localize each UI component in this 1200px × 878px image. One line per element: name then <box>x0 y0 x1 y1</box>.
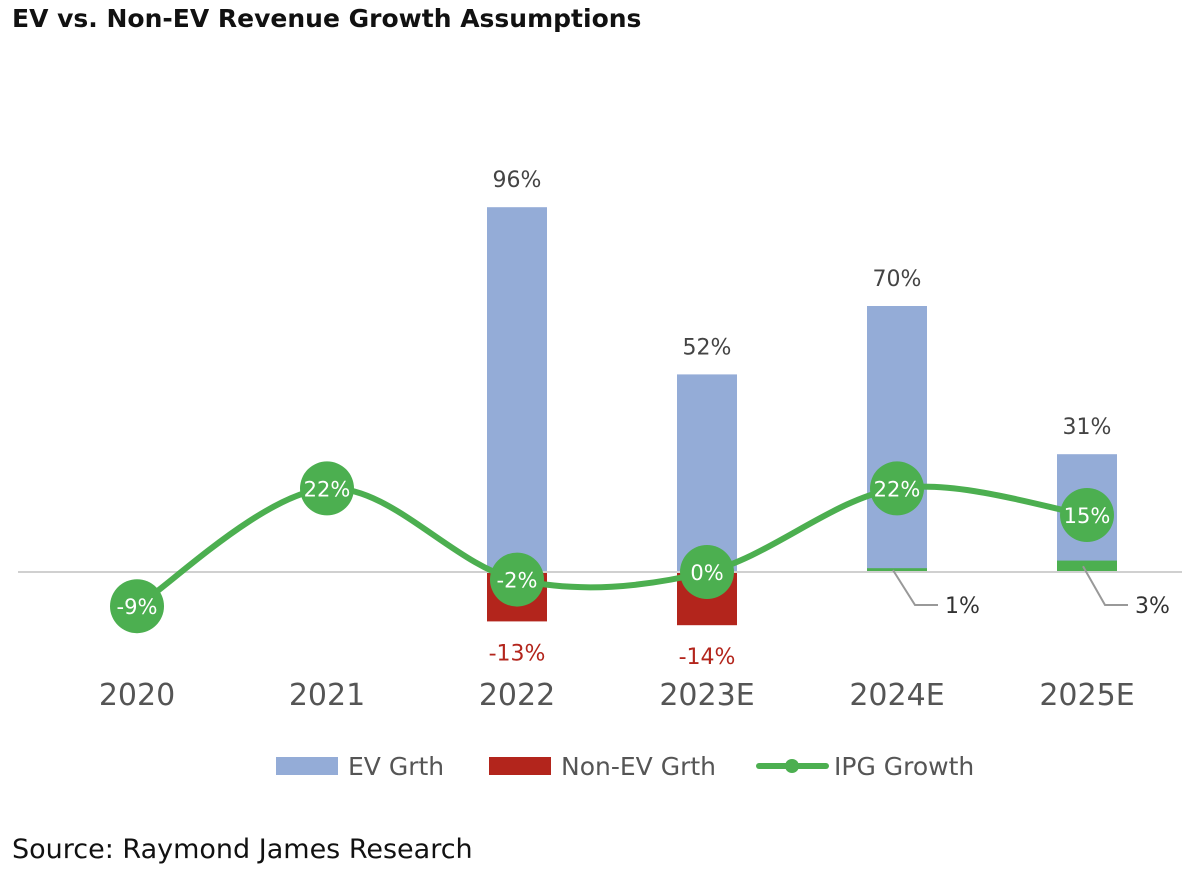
ipg-growth-label: 15% <box>1064 504 1111 528</box>
ev-growth-bar <box>677 374 737 572</box>
x-tick-label: 2025E <box>1039 678 1134 713</box>
x-tick-label: 2021 <box>289 678 365 713</box>
ipg-growth-label: 22% <box>874 477 921 501</box>
legend-label-ev: EV Grth <box>348 752 444 781</box>
ipg-growth-marker <box>680 545 734 599</box>
legend-label-non-ev: Non-EV Grth <box>561 752 716 781</box>
ev-growth-label: 52% <box>683 335 732 360</box>
callout-leader-line <box>892 569 938 606</box>
chart-title: EV vs. Non-EV Revenue Growth Assumptions <box>12 4 642 33</box>
ipg-growth-marker <box>490 552 544 607</box>
ev-growth-label: 31% <box>1063 415 1112 440</box>
legend-label-ipg: IPG Growth <box>834 752 974 781</box>
ev-growth-bar <box>867 306 927 572</box>
ipg-growth-label: -9% <box>117 595 158 619</box>
non-ev-growth-label: -13% <box>489 641 546 666</box>
x-tick-label: 2020 <box>99 678 175 713</box>
x-tick-label: 2024E <box>849 678 944 713</box>
ipg-growth-label: 0% <box>690 561 723 585</box>
ipg-growth-marker <box>110 579 164 634</box>
ev-growth-bar <box>487 207 547 572</box>
legend-swatch-ipg-marker <box>785 759 799 773</box>
non-ev-growth-label: 3% <box>1135 594 1170 619</box>
ipg-growth-label: 22% <box>304 477 351 501</box>
non-ev-growth-label: -14% <box>679 645 736 670</box>
ipg-growth-label: -2% <box>497 569 538 593</box>
x-tick-label: 2022 <box>479 678 555 713</box>
legend-swatch-non-ev <box>489 757 551 775</box>
ev-growth-label: 96% <box>493 168 542 193</box>
legend-swatch-ev <box>276 757 338 775</box>
x-tick-label: 2023E <box>659 678 754 713</box>
callout-leader-line <box>1082 565 1128 606</box>
non-ev-growth-bar <box>1057 560 1117 572</box>
ipg-growth-marker <box>300 461 354 516</box>
source-note: Source: Raymond James Research <box>12 834 473 865</box>
ipg-growth-marker <box>870 461 924 516</box>
ev-growth-label: 70% <box>873 267 922 292</box>
ipg-growth-marker <box>1060 488 1114 542</box>
ipg-growth-line <box>134 483 1090 610</box>
non-ev-growth-bar <box>867 568 927 572</box>
non-ev-growth-label: 1% <box>945 594 980 619</box>
